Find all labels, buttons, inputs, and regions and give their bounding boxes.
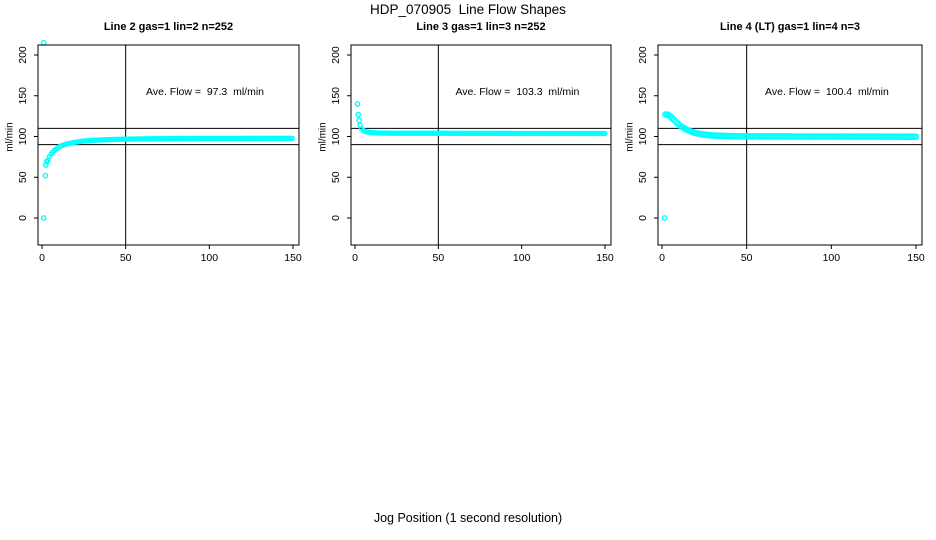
- y-tick-label: 200: [17, 46, 29, 64]
- panel-title: Line 3 gas=1 lin=3 n=252: [416, 21, 546, 33]
- outlier-point: [40, 215, 47, 221]
- data-point: [670, 116, 678, 124]
- y-tick-label: 150: [17, 87, 29, 105]
- plot-area: 0 50 100 150 0 50 100 150 200: [330, 44, 614, 264]
- y-tick-label: 150: [637, 87, 649, 105]
- x-tick-label: 0: [352, 252, 358, 264]
- panel-title: Line 4 (LT) gas=1 lin=4 n=3: [719, 21, 861, 33]
- y-tick-label: 0: [330, 215, 342, 221]
- plot-area: 0 50 100 150 0 50 100 150 200: [17, 39, 302, 264]
- ave-flow-annotation: Ave. Flow = 97.3 ml/min: [146, 86, 265, 98]
- outlier-point: [355, 111, 362, 118]
- ave-flow-annotation: Ave. Flow = 100.4 ml/min: [765, 86, 889, 98]
- x-tick-label: 0: [659, 252, 665, 264]
- x-tick-label: 50: [741, 252, 753, 264]
- y-tick-label: 0: [17, 215, 29, 221]
- plot-box: [37, 44, 300, 246]
- y-tick-label: 50: [330, 171, 342, 183]
- outlier-point: [661, 215, 668, 221]
- y-tick-label: 100: [637, 128, 649, 146]
- page-title: HDP_070905 Line Flow Shapes: [370, 2, 566, 17]
- plot-area: 0 50 100 150 0 50 100 150 200: [637, 44, 925, 264]
- x-tick-label: 150: [284, 252, 302, 264]
- outlier-point: [40, 39, 47, 46]
- x-tick-label: 150: [596, 252, 614, 264]
- data-point: [672, 118, 679, 125]
- outlier-point: [43, 158, 50, 165]
- y-tick-label: 100: [17, 128, 29, 146]
- outlier-point: [356, 117, 363, 124]
- ave-flow-annotation: Ave. Flow = 103.3 ml/min: [455, 86, 580, 98]
- x-tick-label: 50: [432, 252, 444, 264]
- data-point: [668, 114, 676, 122]
- x-tick-label: 50: [120, 252, 132, 264]
- outlier-point: [42, 172, 49, 179]
- x-tick-label: 100: [513, 252, 531, 264]
- panel-line3: Line 3 gas=1 lin=3 n=252 ml/min Ave. Flo…: [318, 21, 614, 264]
- plot-box: [350, 44, 612, 246]
- y-tick-label: 100: [330, 128, 342, 146]
- outlier-point: [354, 101, 361, 107]
- panel-title: Line 2 gas=1 lin=2 n=252: [103, 21, 234, 33]
- plot-box: [657, 44, 923, 246]
- x-tick-label: 0: [39, 252, 45, 264]
- x-tick-label: 100: [201, 252, 219, 264]
- y-tick-label: 150: [330, 87, 342, 105]
- data-point: [602, 130, 608, 137]
- x-axis-title: Jog Position (1 second resolution): [373, 511, 563, 525]
- data-point: [289, 135, 295, 141]
- panel-line2: Line 2 gas=1 lin=2 n=252 ml/min Ave. Flo…: [5, 21, 302, 264]
- x-tick-label: 100: [823, 252, 841, 264]
- y-tick-label: 50: [17, 171, 29, 183]
- y-tick-label: 50: [637, 171, 649, 183]
- outlier-point: [42, 162, 49, 168]
- data-point: [912, 133, 920, 140]
- panel-line4: Line 4 (LT) gas=1 lin=4 n=3 ml/min Ave. …: [625, 21, 925, 264]
- data-point: [667, 113, 674, 120]
- y-tick-label: 200: [330, 46, 342, 64]
- y-tick-label: 0: [637, 215, 649, 221]
- y-tick-label: 200: [637, 46, 649, 64]
- x-tick-label: 150: [907, 252, 925, 264]
